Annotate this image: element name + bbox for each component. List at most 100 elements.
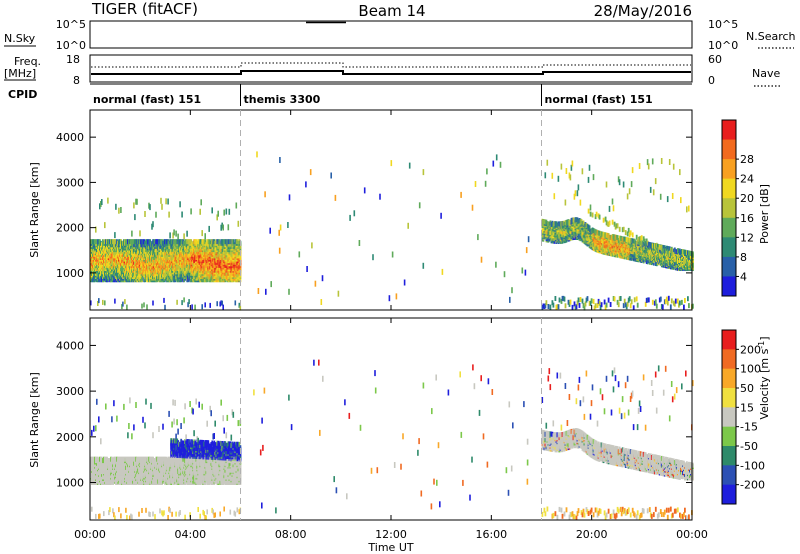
power-echoes bbox=[90, 151, 694, 311]
power-echo-1913 bbox=[177, 253, 180, 259]
power-echo-3667 bbox=[572, 220, 575, 226]
power-echo-1350 bbox=[151, 223, 153, 230]
power-echo-3015 bbox=[227, 224, 230, 231]
power-echo-2656 bbox=[212, 275, 215, 281]
power-echo-3483 bbox=[557, 304, 560, 310]
power-echo-4795 bbox=[661, 255, 664, 261]
power-echo-4417 bbox=[630, 299, 633, 305]
power-echo-1971 bbox=[180, 272, 183, 278]
power-echo-625 bbox=[118, 259, 120, 265]
power-echo-1627 bbox=[164, 304, 166, 310]
power-echo-2424 bbox=[201, 259, 204, 265]
power-echo-2788 bbox=[217, 239, 220, 245]
power-echo-4101 bbox=[606, 221, 609, 227]
power-echo-4657 bbox=[649, 186, 652, 193]
power-echo-4591 bbox=[644, 301, 647, 307]
power-echo-3957 bbox=[595, 229, 598, 235]
power-echo-93 bbox=[94, 274, 96, 279]
power-echo-4175 bbox=[612, 205, 615, 212]
power-echo-4759 bbox=[658, 251, 661, 256]
power-echo-546 bbox=[114, 243, 116, 249]
power-echo-2994 bbox=[227, 274, 230, 279]
power-echo-3329 bbox=[544, 219, 547, 225]
power-echo-78 bbox=[93, 259, 95, 265]
power-echo-2349 bbox=[198, 270, 201, 276]
power-echo-1140 bbox=[141, 303, 143, 309]
power-echo-2899 bbox=[222, 304, 224, 310]
power-echo-4256 bbox=[618, 179, 621, 186]
power-echo-1177 bbox=[143, 302, 145, 308]
power-echo-1499 bbox=[158, 239, 160, 245]
power-echo-3692 bbox=[574, 190, 577, 197]
power-echo-233 bbox=[100, 264, 102, 270]
power-echo-2907 bbox=[223, 264, 226, 270]
power-echo-482 bbox=[111, 253, 113, 259]
power-echo-4605 bbox=[645, 297, 648, 303]
power-echo-2062 bbox=[184, 262, 187, 268]
power-echo-94 bbox=[94, 269, 96, 275]
power-echo-3882 bbox=[589, 211, 592, 217]
power-echo-337 bbox=[105, 277, 107, 283]
power-echo-3804 bbox=[583, 226, 586, 232]
power-echo-3786 bbox=[582, 235, 585, 241]
power-echo-4515 bbox=[638, 236, 641, 242]
power-echo-3237 bbox=[237, 220, 240, 227]
power-echo-809 bbox=[126, 239, 128, 245]
power-echo-4546 bbox=[641, 255, 644, 261]
power-echo-263 bbox=[101, 250, 103, 256]
power-echo-4643 bbox=[648, 244, 651, 250]
power-echo-3527 bbox=[561, 235, 564, 241]
power-echo-4211 bbox=[615, 241, 618, 247]
power-echo-3657 bbox=[571, 160, 574, 167]
nsearch-tick-top: 10^5 bbox=[708, 18, 738, 31]
power-echo-3432 bbox=[553, 223, 556, 229]
power-echo-1436 bbox=[155, 242, 157, 248]
power-echo-3818 bbox=[584, 301, 587, 307]
power-echo-2111 bbox=[186, 247, 189, 253]
power-echo-3933 bbox=[593, 305, 596, 311]
power-echo-38 bbox=[91, 251, 93, 257]
power-echo-1380 bbox=[153, 266, 155, 272]
power-echo-4500 bbox=[637, 246, 640, 252]
power-echo-1073 bbox=[138, 239, 140, 245]
power-echo-3098 bbox=[231, 251, 234, 257]
power-echo-2113 bbox=[186, 242, 189, 248]
power-echo-3422 bbox=[552, 302, 555, 308]
power-echo-2698 bbox=[213, 239, 216, 245]
power-echo-401 bbox=[107, 242, 109, 248]
power-echo-2134 bbox=[187, 243, 190, 249]
power-echo-2493 bbox=[204, 259, 207, 265]
power-echo-1562 bbox=[161, 203, 163, 210]
power-echo-4397 bbox=[629, 243, 632, 249]
power-echo-1815 bbox=[173, 267, 176, 273]
power-echo-4140 bbox=[610, 244, 613, 250]
power-echo-860 bbox=[129, 264, 131, 270]
power-echo-3536 bbox=[561, 221, 564, 226]
power-echo-2758 bbox=[216, 250, 219, 256]
power-echo-3231 bbox=[237, 251, 240, 257]
power-echo-1367 bbox=[152, 248, 154, 254]
power-echo-3658 bbox=[572, 235, 575, 240]
power-echo-2436 bbox=[201, 230, 203, 237]
power-echo-3082 bbox=[230, 239, 233, 245]
power-echo-3252 bbox=[238, 253, 241, 259]
power-echo-4076 bbox=[604, 305, 607, 311]
power-echo-1649 bbox=[165, 198, 167, 205]
power-echo-247 bbox=[100, 240, 102, 246]
power-echo-4662 bbox=[650, 254, 653, 260]
mode-label-0: normal (fast) 151 bbox=[93, 93, 201, 106]
power-echo-3568 bbox=[564, 227, 567, 232]
power-echo-2851 bbox=[220, 224, 222, 231]
power-echo-3757 bbox=[579, 297, 582, 302]
power-echo-3314 bbox=[543, 223, 546, 229]
power-echo-3805 bbox=[583, 224, 586, 229]
power-echo-971 bbox=[134, 266, 136, 272]
power-echo-4034 bbox=[601, 237, 604, 243]
power-echo-1610 bbox=[164, 272, 166, 278]
power-echo-4560 bbox=[642, 251, 645, 257]
power-echo-1536 bbox=[160, 248, 162, 254]
power-echo-105 bbox=[94, 245, 96, 251]
power-echo-1607 bbox=[163, 297, 165, 303]
power-echo-859 bbox=[129, 267, 131, 273]
power-echo-3308 bbox=[542, 303, 545, 309]
